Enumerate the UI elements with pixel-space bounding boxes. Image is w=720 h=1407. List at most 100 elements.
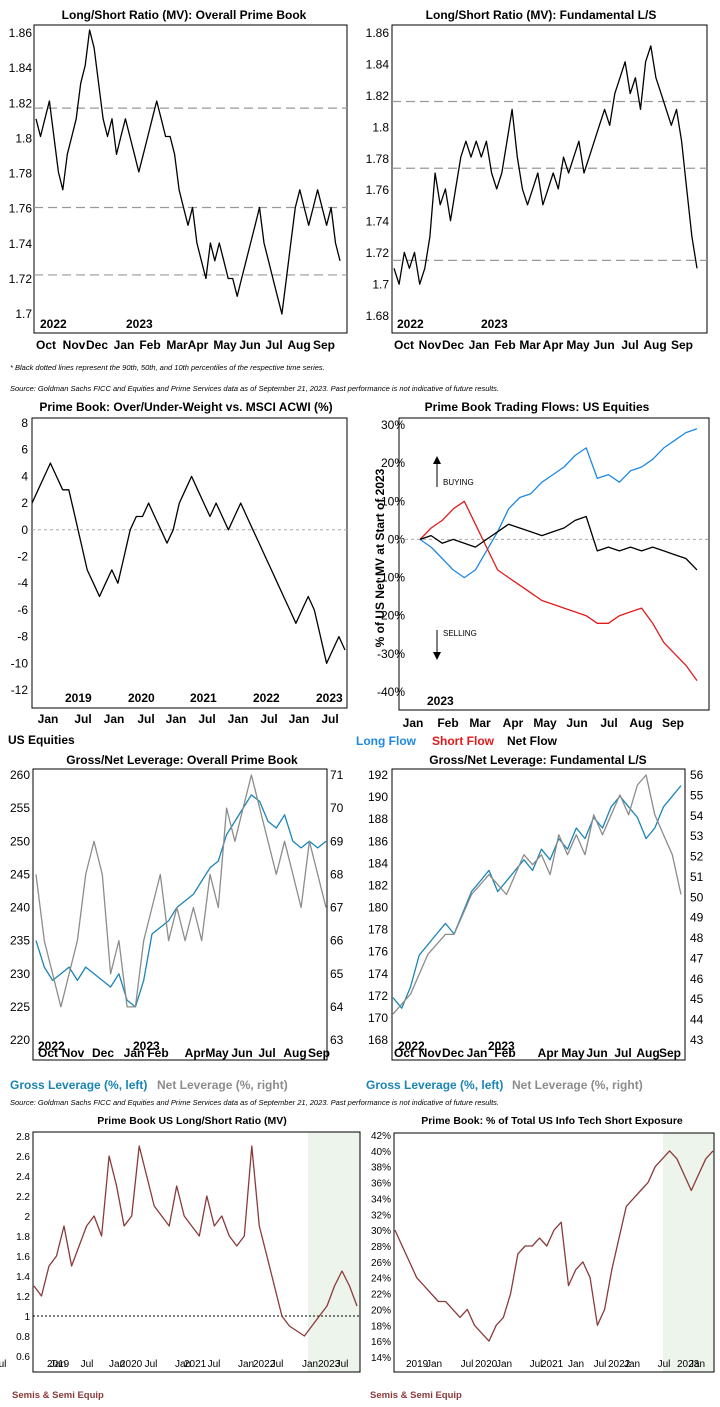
c8-ytick-label: 22% <box>371 1290 391 1301</box>
c3-xtick-label: Jul <box>137 712 154 726</box>
c2-plot-frame <box>391 24 708 334</box>
c5-year-label: 2022 <box>38 1039 65 1053</box>
c8-series-line-0 <box>394 1150 714 1342</box>
c2-ytick-label: 1.8 <box>372 120 389 134</box>
c1-ytick-label: 1.78 <box>9 167 33 181</box>
c2-ytick-label: 1.7 <box>372 278 389 292</box>
c8-xtick-label: Jul <box>461 1359 474 1370</box>
c2-ytick-label: 1.72 <box>366 246 390 260</box>
c8-xtick-label: Jan <box>426 1359 442 1370</box>
c3-ytick-label: -2 <box>17 550 28 564</box>
c7-ytick-label: 2.4 <box>16 1172 30 1183</box>
c3-ytick-label: -12 <box>11 683 29 697</box>
c3-plot-frame <box>31 417 348 709</box>
c1-xtick-label: Mar <box>166 338 188 352</box>
c7-title: Prime Book US Long/Short Ratio (MV) <box>97 1115 287 1127</box>
c4-ytick-label: 10% <box>381 494 405 508</box>
c2-xtick-label: Sep <box>671 338 693 352</box>
c6-ytick-label: 190 <box>368 790 388 804</box>
c2-xtick-label: Oct <box>394 338 414 352</box>
c8-xtick-label: Jul <box>530 1359 543 1370</box>
c3-xtick-label: Jan <box>104 712 125 726</box>
c1-xtick-label: Apr <box>188 338 209 352</box>
c8-xtick-label: Jan <box>568 1359 584 1370</box>
c8-ytick-label: 20% <box>371 1305 391 1316</box>
c6-ytick-label: 170 <box>368 1011 388 1025</box>
source-note-2: Source: Goldman Sachs FICC and Equities … <box>10 1098 499 1107</box>
c3-ytick-label: 0 <box>21 523 28 537</box>
percentile-footnote: * Black dotted lines represent the 90th,… <box>10 363 325 372</box>
c2-xtick-label: Mar <box>519 338 541 352</box>
c6-ytick-label: 168 <box>368 1033 388 1047</box>
c5-ytick-label: 230 <box>10 967 30 981</box>
c7-ytick-label: 1.6 <box>16 1252 30 1263</box>
c7-year-label: 2021 <box>184 1359 207 1370</box>
c2-year-label: 2023 <box>481 317 508 331</box>
c3-year-label: 2022 <box>253 691 280 705</box>
c8-ytick-label: 26% <box>371 1258 391 1269</box>
c3-year-label: 2019 <box>65 691 92 705</box>
c6-ytick-label: 186 <box>368 834 388 848</box>
c7-xtick-label: Jan <box>109 1359 125 1370</box>
c5-xtick-label: May <box>205 1046 229 1060</box>
c6-y2tick-label: 43 <box>690 1033 704 1047</box>
c6-y2tick-label: 52 <box>690 850 704 864</box>
c5-xtick-label: Apr <box>185 1046 206 1060</box>
c5-y2tick-label: 70 <box>330 801 344 815</box>
c4-xtick-label: Apr <box>503 716 524 730</box>
c6-ytick-label: 172 <box>368 989 388 1003</box>
c5-legend-gross: Gross Leverage (%, left) <box>10 1078 147 1092</box>
c8-ytick-label: 18% <box>371 1321 391 1332</box>
c5-y2tick-label: 65 <box>330 967 344 981</box>
c6-xtick-label: Jun <box>586 1046 607 1060</box>
c2-xtick-label: May <box>566 338 590 352</box>
c3-ytick-label: 2 <box>21 496 28 510</box>
c4-ytick-label: -20% <box>377 609 405 623</box>
c7-year-label: 2023 <box>318 1359 341 1370</box>
c5-ytick-label: 250 <box>10 834 30 848</box>
c7-xtick-label: Jan <box>238 1359 254 1370</box>
c3-ytick-label: -6 <box>17 603 28 617</box>
c7-xtick-label: Jan <box>302 1359 318 1370</box>
c7-ytick-label: 1.4 <box>16 1272 30 1283</box>
c2-title: Long/Short Ratio (MV): Fundamental L/S <box>426 8 657 22</box>
c8-year-label: 2020 <box>475 1359 498 1370</box>
c8-ytick-label: 24% <box>371 1274 391 1285</box>
c6-xtick-label: May <box>561 1046 585 1060</box>
c1-ytick-label: 1.74 <box>9 237 33 251</box>
c1-year-label: 2022 <box>40 317 67 331</box>
c5-ytick-label: 235 <box>10 934 30 948</box>
c4-ytick-label: 30% <box>381 418 405 432</box>
c2-xtick-label: Dec <box>442 338 464 352</box>
c5-title: Gross/Net Leverage: Overall Prime Book <box>66 753 298 767</box>
c3-title: Prime Book: Over/Under-Weight vs. MSCI A… <box>39 400 332 414</box>
c7-year-label: 2019 <box>47 1359 70 1370</box>
c7-ytick-label: 2 <box>24 1212 30 1223</box>
c5-xtick-label: Jul <box>258 1046 275 1060</box>
c6-legend-net: Net Leverage (%, right) <box>512 1078 643 1092</box>
c6-y2tick-label: 56 <box>690 768 704 782</box>
c2-ytick-label: 1.86 <box>366 26 390 40</box>
c6-y2tick-label: 54 <box>690 809 704 823</box>
c4-xtick-label: Mar <box>469 716 491 730</box>
c5-plot-frame <box>32 768 328 1061</box>
c2-xtick-label: Nov <box>419 338 442 352</box>
c5-ytick-label: 225 <box>10 1000 30 1014</box>
c7-ytick-label: 1.2 <box>16 1292 30 1303</box>
c5-xtick-label: Nov <box>62 1046 85 1060</box>
c5-y2tick-label: 68 <box>330 867 344 881</box>
c1-ytick-label: 1.72 <box>9 272 33 286</box>
c5-series-line-0 <box>35 794 327 1008</box>
c6-xtick-label: Nov <box>419 1046 442 1060</box>
c3-ytick-label: 6 <box>21 443 28 457</box>
c7-ytick-label: 2.8 <box>16 1132 30 1143</box>
c4-year-label: 2023 <box>427 694 454 708</box>
c5-xtick-label: Jun <box>231 1046 252 1060</box>
c4-legend-long-flow: Long Flow <box>356 734 417 748</box>
c7-xtick-label: Jan <box>175 1359 191 1370</box>
c6-ytick-label: 182 <box>368 878 388 892</box>
c8-year-label: 2022 <box>608 1359 631 1370</box>
c5-xtick-label: Sep <box>308 1046 330 1060</box>
c6-ytick-label: 176 <box>368 945 388 959</box>
